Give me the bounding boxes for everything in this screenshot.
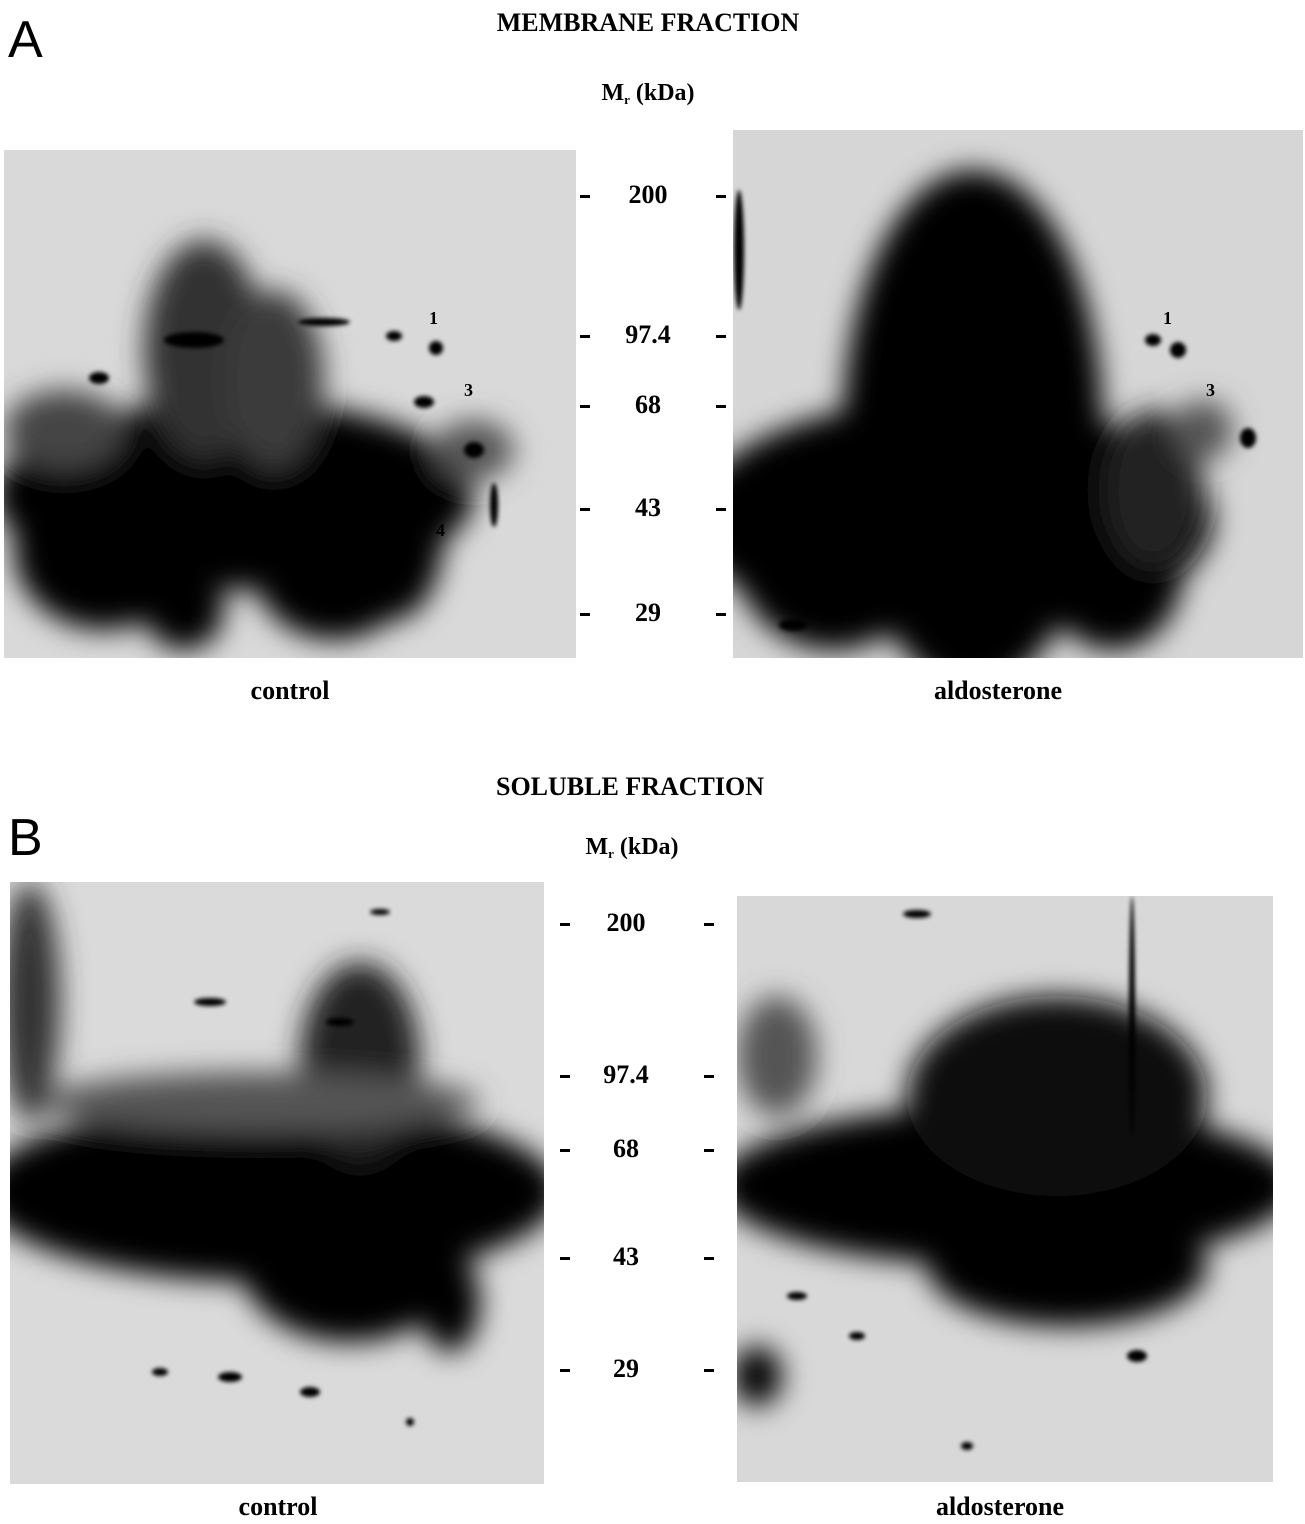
spot-label-3: 3 <box>464 380 473 400</box>
panel-b-marker-column: 200 97.4 68 43 29 <box>552 908 722 1388</box>
marker-43: 43 <box>552 1242 722 1272</box>
marker-43: 43 <box>578 493 728 523</box>
spot-label-4: 4 <box>436 520 445 540</box>
panel-a-letter: A <box>8 11 43 69</box>
marker-97-4: 97.4 <box>578 320 728 350</box>
panel-a-control-caption: control <box>250 676 330 705</box>
gel-a-control: 1 3 4 <box>4 150 576 658</box>
panel-b-mr-label: Mr (kDa) <box>585 834 679 861</box>
marker-29: 29 <box>552 1354 722 1384</box>
marker-97-4: 97.4 <box>552 1060 722 1090</box>
panel-a-marker-column: 200 97.4 68 43 29 <box>578 180 728 640</box>
panel-a-aldosterone-caption: aldosterone <box>933 676 1063 705</box>
panel-b-letter: B <box>8 809 43 867</box>
spot-label-1: 1 <box>429 308 438 328</box>
spot-label-1: 1 <box>1163 308 1172 328</box>
marker-200: 200 <box>552 908 722 938</box>
panel-b-control-caption: control <box>238 1492 318 1521</box>
spot-label-3: 3 <box>1206 380 1215 400</box>
gel-b-aldosterone <box>737 896 1273 1482</box>
gel-b-control <box>10 882 544 1484</box>
panel-b-title: SOLUBLE FRACTION <box>496 772 764 801</box>
marker-29: 29 <box>578 598 728 628</box>
marker-68: 68 <box>578 390 728 420</box>
panel-a-title: MEMBRANE FRACTION <box>496 8 800 37</box>
panel-b-aldosterone-caption: aldosterone <box>935 1492 1065 1521</box>
panel-a-mr-label: Mr (kDa) <box>601 80 695 107</box>
marker-68: 68 <box>552 1134 722 1164</box>
gel-a-aldosterone: 1 3 <box>733 130 1303 658</box>
marker-200: 200 <box>578 180 728 210</box>
